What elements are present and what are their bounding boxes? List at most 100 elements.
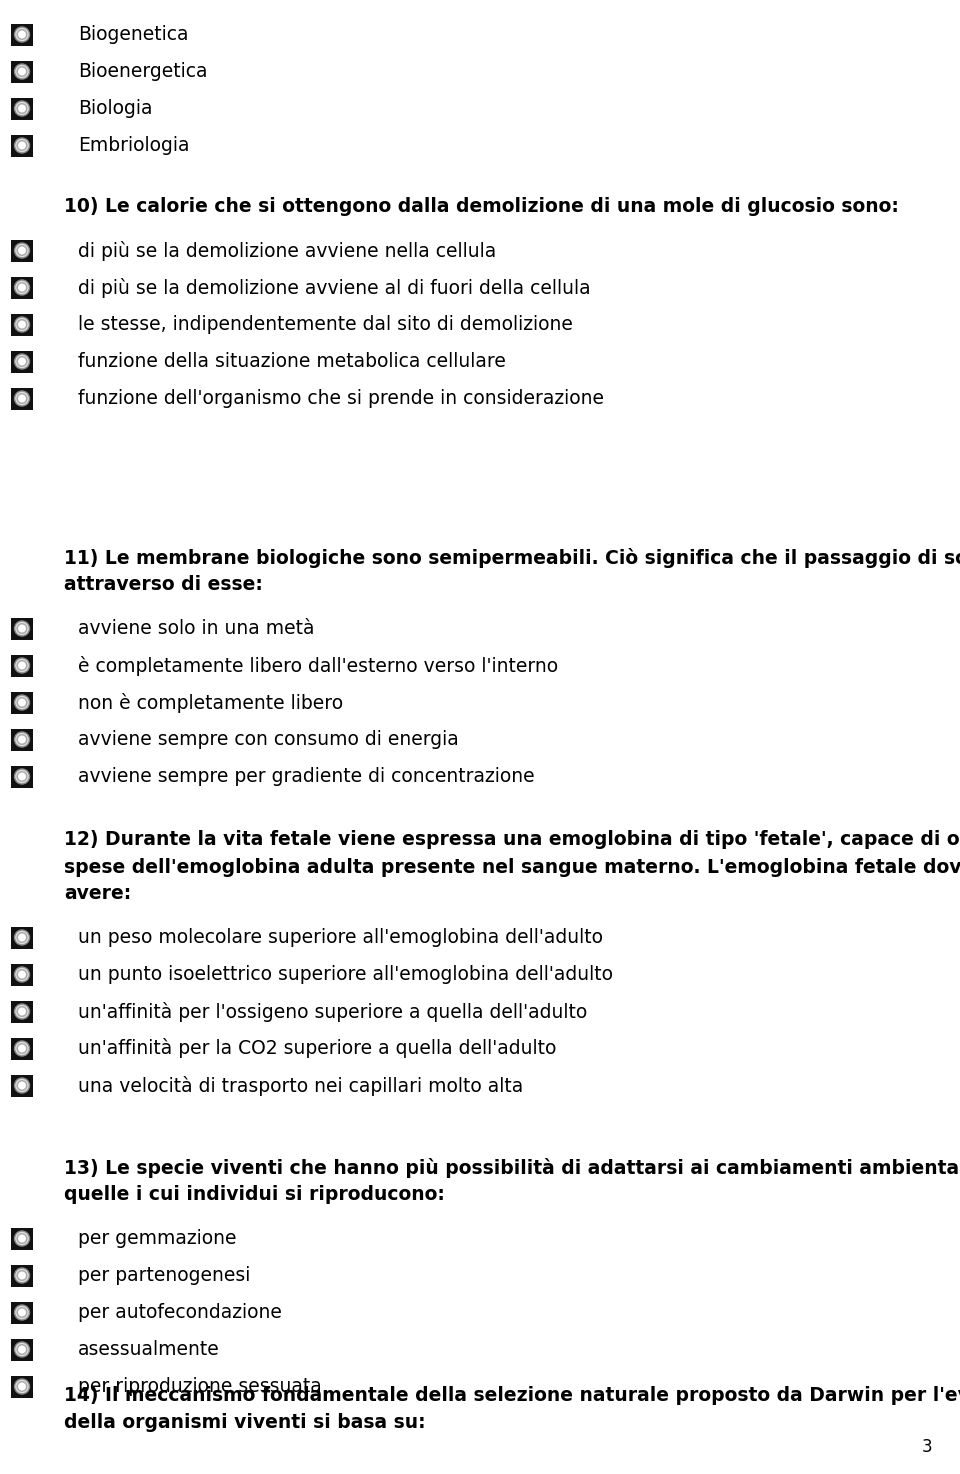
Circle shape: [14, 27, 30, 41]
Circle shape: [14, 657, 30, 674]
Circle shape: [16, 968, 28, 980]
Circle shape: [16, 624, 28, 634]
Text: 14) Il meccanismo fondamentale della selezione naturale proposto da Darwin per l: 14) Il meccanismo fondamentale della sel…: [64, 1386, 960, 1405]
Text: per riproduzione sessuata: per riproduzione sessuata: [78, 1377, 322, 1396]
Circle shape: [18, 246, 26, 255]
Circle shape: [18, 395, 26, 402]
Circle shape: [16, 771, 28, 783]
Circle shape: [18, 970, 26, 979]
Text: quelle i cui individui si riproducono:: quelle i cui individui si riproducono:: [64, 1185, 444, 1204]
Text: è completamente libero dall'esterno verso l'interno: è completamente libero dall'esterno vers…: [78, 656, 558, 675]
Circle shape: [14, 1041, 30, 1055]
Bar: [11, 1001, 33, 1023]
Circle shape: [18, 772, 26, 781]
Text: asessualmente: asessualmente: [78, 1340, 220, 1359]
Circle shape: [16, 318, 28, 330]
Bar: [11, 1265, 33, 1287]
Bar: [11, 927, 33, 948]
Circle shape: [18, 1383, 26, 1390]
Text: per gemmazione: per gemmazione: [78, 1229, 236, 1248]
Text: Bioenergetica: Bioenergetica: [78, 62, 207, 81]
Circle shape: [14, 1004, 30, 1019]
Circle shape: [14, 139, 30, 153]
Bar: [11, 1375, 33, 1397]
Text: 3: 3: [922, 1439, 932, 1456]
Circle shape: [14, 967, 30, 982]
Text: 10) Le calorie che si ottengono dalla demolizione di una mole di glucosio sono:: 10) Le calorie che si ottengono dalla de…: [64, 198, 899, 217]
Circle shape: [16, 394, 28, 404]
Bar: [11, 691, 33, 713]
Text: spese dell'emoglobina adulta presente nel sangue materno. L'emoglobina fetale do: spese dell'emoglobina adulta presente ne…: [64, 856, 960, 877]
Circle shape: [14, 621, 30, 635]
Bar: [11, 314, 33, 336]
Text: 11) Le membrane biologiche sono semipermeabili. Ciò significa che il passaggio d: 11) Le membrane biologiche sono semiperm…: [64, 548, 960, 567]
Circle shape: [14, 1077, 30, 1094]
Circle shape: [18, 1045, 26, 1052]
Bar: [11, 1228, 33, 1250]
Bar: [11, 1302, 33, 1324]
Circle shape: [16, 1005, 28, 1017]
Text: funzione dell'organismo che si prende in considerazione: funzione dell'organismo che si prende in…: [78, 389, 604, 408]
Circle shape: [18, 625, 26, 632]
Circle shape: [18, 736, 26, 743]
Circle shape: [16, 140, 28, 150]
Circle shape: [14, 317, 30, 332]
Bar: [11, 277, 33, 299]
Text: di più se la demolizione avviene nella cellula: di più se la demolizione avviene nella c…: [78, 240, 496, 261]
Text: 12) Durante la vita fetale viene espressa una emoglobina di tipo 'fetale', capac: 12) Durante la vita fetale viene espress…: [64, 830, 960, 849]
Circle shape: [18, 320, 26, 329]
Circle shape: [18, 1309, 26, 1316]
Circle shape: [16, 1271, 28, 1281]
Circle shape: [18, 699, 26, 706]
Bar: [11, 618, 33, 640]
Circle shape: [14, 733, 30, 747]
Bar: [11, 134, 33, 156]
Circle shape: [16, 734, 28, 744]
Text: funzione della situazione metabolica cellulare: funzione della situazione metabolica cel…: [78, 352, 506, 371]
Text: di più se la demolizione avviene al di fuori della cellula: di più se la demolizione avviene al di f…: [78, 277, 590, 298]
Circle shape: [14, 391, 30, 405]
Bar: [11, 1338, 33, 1361]
Text: 13) Le specie viventi che hanno più possibilità di adattarsi ai cambiamenti ambi: 13) Le specie viventi che hanno più poss…: [64, 1159, 960, 1178]
Circle shape: [18, 105, 26, 112]
Circle shape: [14, 243, 30, 258]
Text: per autofecondazione: per autofecondazione: [78, 1303, 282, 1322]
Bar: [11, 60, 33, 83]
Circle shape: [14, 1380, 30, 1394]
Bar: [11, 1075, 33, 1097]
Text: un'affinità per l'ossigeno superiore a quella dell'adulto: un'affinità per l'ossigeno superiore a q…: [78, 1001, 588, 1021]
Circle shape: [18, 358, 26, 366]
Text: avere:: avere:: [64, 884, 132, 904]
Circle shape: [16, 245, 28, 256]
Bar: [11, 964, 33, 986]
Text: Biogenetica: Biogenetica: [78, 25, 188, 44]
Circle shape: [16, 1344, 28, 1355]
Text: Biologia: Biologia: [78, 99, 153, 118]
Text: della organismi viventi si basa su:: della organismi viventi si basa su:: [64, 1414, 425, 1433]
Bar: [11, 24, 33, 46]
Circle shape: [14, 769, 30, 784]
Text: una velocità di trasporto nei capillari molto alta: una velocità di trasporto nei capillari …: [78, 1076, 523, 1095]
Bar: [11, 239, 33, 261]
Text: le stesse, indipendentemente dal sito di demolizione: le stesse, indipendentemente dal sito di…: [78, 315, 573, 335]
Circle shape: [16, 103, 28, 113]
Bar: [11, 388, 33, 410]
Circle shape: [16, 1232, 28, 1244]
Text: avviene sempre con consumo di energia: avviene sempre con consumo di energia: [78, 730, 459, 749]
Text: un peso molecolare superiore all'emoglobina dell'adulto: un peso molecolare superiore all'emoglob…: [78, 929, 603, 946]
Text: Embriologia: Embriologia: [78, 136, 189, 155]
Circle shape: [18, 31, 26, 38]
Circle shape: [18, 1082, 26, 1089]
Circle shape: [14, 280, 30, 295]
Circle shape: [14, 1304, 30, 1321]
Text: attraverso di esse:: attraverso di esse:: [64, 575, 263, 594]
Circle shape: [14, 1231, 30, 1246]
Circle shape: [16, 932, 28, 943]
Circle shape: [16, 29, 28, 40]
Circle shape: [18, 283, 26, 292]
Circle shape: [18, 1235, 26, 1243]
Circle shape: [14, 1341, 30, 1358]
Bar: [11, 765, 33, 787]
Text: un'affinità per la CO2 superiore a quella dell'adulto: un'affinità per la CO2 superiore a quell…: [78, 1039, 557, 1058]
Bar: [11, 351, 33, 373]
